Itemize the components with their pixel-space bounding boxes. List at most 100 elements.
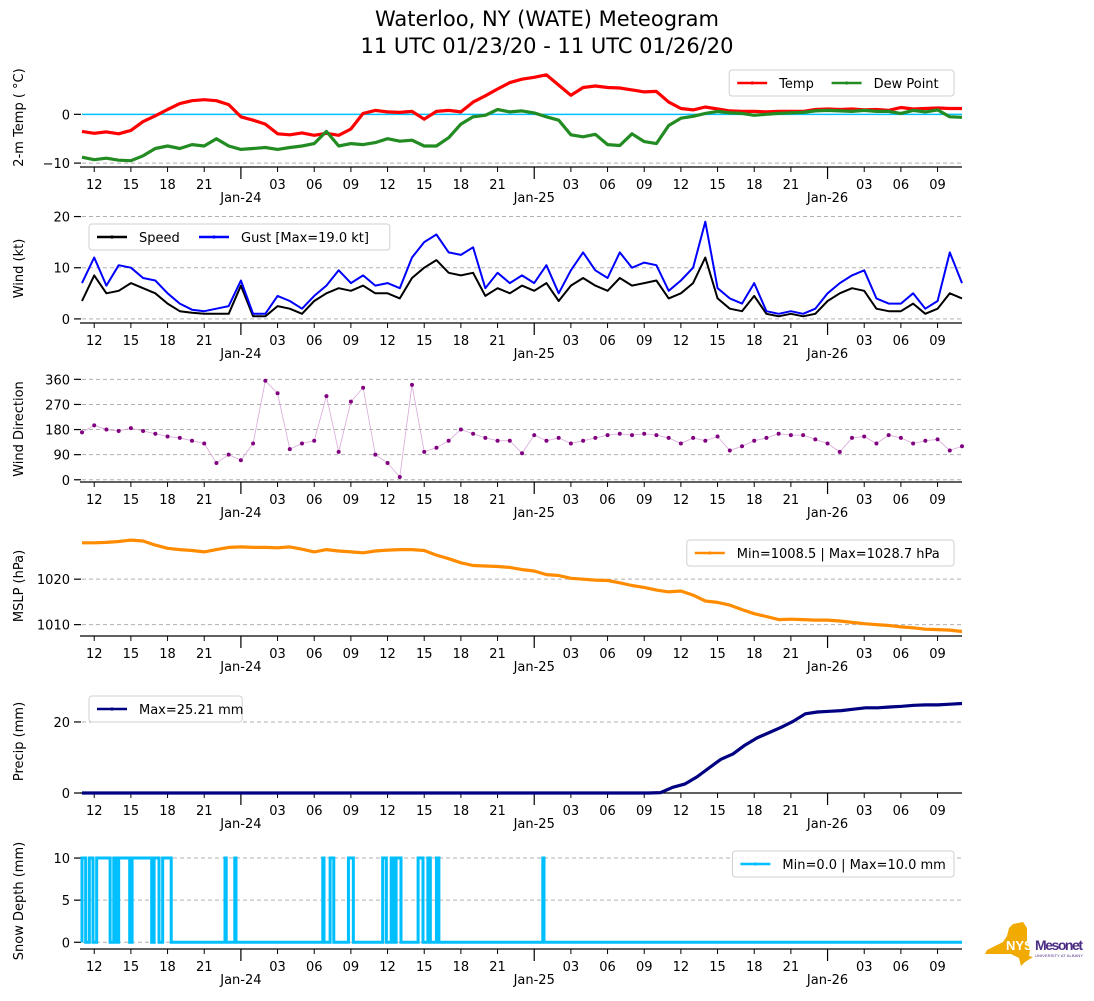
legend-marker [750, 81, 754, 85]
logo-mesonet-text: Mesonet [1035, 937, 1083, 953]
data-point-wind-direction [532, 433, 537, 438]
x-tick-label-hour: 06 [599, 178, 616, 193]
data-point-wind-direction [935, 437, 940, 442]
x-tick-label-hour: 09 [343, 334, 360, 349]
data-point-wind-direction [654, 433, 659, 438]
y-tick-label: 1020 [37, 573, 70, 588]
data-point-wind-direction [116, 428, 121, 433]
data-point-wind-direction [202, 441, 207, 446]
x-tick-label-hour: 18 [159, 178, 176, 193]
data-point-wind-direction [410, 382, 414, 387]
x-tick-label-hour: 03 [269, 647, 286, 662]
legend-marker [753, 862, 758, 866]
x-tick-label-hour: 12 [379, 334, 396, 349]
nys-mesonet-logo: NYS Mesonet UNIVERSITY AT ALBANY [985, 922, 1083, 966]
x-tick-label-hour: 03 [856, 960, 873, 975]
data-point-wind-direction [911, 441, 916, 446]
data-point-wind-direction [727, 448, 732, 453]
data-point-wind-direction [300, 441, 304, 446]
data-point-wind-direction [80, 430, 84, 435]
x-tick-label-hour: 06 [893, 647, 910, 662]
x-tick-label-hour: 03 [269, 178, 286, 193]
data-point-wind-direction [776, 431, 781, 436]
data-point-wind-direction [385, 461, 390, 466]
data-point-wind-direction [740, 444, 744, 449]
x-tick-label-hour: 12 [673, 960, 690, 975]
x-tick-label-hour: 06 [893, 493, 910, 508]
x-tick-label-hour: 09 [636, 493, 653, 508]
x-tick-label-hour: 15 [709, 493, 726, 508]
data-point-wind-direction [214, 461, 219, 466]
legend-snow: Min=0.0 | Max=10.0 mm [731, 850, 955, 878]
x-tick-label-hour: 18 [159, 334, 176, 349]
data-point-wind-direction [520, 451, 524, 456]
x-tick-label-hour: 18 [746, 334, 763, 349]
data-point-wind-direction [837, 449, 842, 454]
x-tick-label-hour: 12 [673, 804, 690, 819]
data-point-wind-direction [850, 435, 854, 440]
data-point-wind-direction [495, 438, 500, 443]
data-point-wind-direction [813, 437, 818, 442]
x-tick-label-hour: 15 [416, 647, 433, 662]
x-tick-label-hour: 21 [783, 647, 800, 662]
panel-temp: −10 0 2-m Temp ( °C) 12 15 18 21 Jan-24 03 06 09 12… [12, 68, 963, 206]
data-point-wind-direction [715, 434, 720, 439]
x-tick-label-hour: 18 [159, 960, 176, 975]
data-point-wind-direction [568, 441, 573, 446]
data-point-wind-direction [703, 438, 708, 443]
x-tick-label-hour: 03 [563, 960, 580, 975]
data-point-wind-direction [238, 458, 243, 463]
legend-marker [110, 235, 114, 239]
x-tick-label-hour: 18 [453, 178, 470, 193]
x-tick-label-hour: 18 [453, 804, 470, 819]
x-tick-label-hour: 06 [306, 960, 323, 975]
x-tick-label-hour: 15 [416, 334, 433, 349]
data-point-wind-direction [226, 452, 231, 457]
legend-wind: Speed Gust [Max=19.0 kt] [88, 223, 391, 251]
data-point-wind-direction [177, 435, 182, 440]
x-tick-label-hour: 12 [379, 647, 396, 662]
data-point-wind-direction [422, 449, 427, 454]
x-tick-label-hour: 06 [599, 493, 616, 508]
x-tick-label-hour: 15 [416, 178, 433, 193]
x-tick-label-hour: 09 [636, 804, 653, 819]
x-tick-label-hour: 12 [379, 178, 396, 193]
data-point-wind-direction [678, 441, 683, 446]
x-tick-label-date: Jan-24 [219, 347, 261, 362]
x-tick-label-hour: 21 [489, 804, 506, 819]
x-tick-label-hour: 15 [123, 804, 140, 819]
y-tick-label: 10 [53, 262, 70, 277]
new-york-state-shape-icon [985, 922, 1033, 966]
y-axis-label: Snow Depth (mm) [12, 842, 27, 960]
y-tick-label: 0 [62, 108, 70, 123]
data-point-wind-direction [764, 435, 769, 440]
x-tick-label-date: Jan-24 [219, 973, 261, 988]
legend-temp: Temp Dew Point [728, 69, 955, 97]
chart-title-line1: Waterloo, NY (WATE) Meteogram [374, 7, 719, 31]
x-tick-label-date: Jan-26 [806, 973, 848, 988]
data-point-wind-direction [544, 438, 549, 443]
data-point-wind-direction [752, 438, 757, 443]
data-point-wind-direction [581, 438, 586, 443]
x-tick-label-date: Jan-26 [806, 817, 848, 832]
x-tick-label-hour: 15 [416, 493, 433, 508]
x-tick-label-date: Jan-24 [219, 506, 261, 521]
x-tick-label-hour: 09 [636, 178, 653, 193]
y-tick-label: 270 [45, 398, 70, 413]
legend-label: Dew Point [874, 77, 939, 92]
series-connector-wind-direction [81, 379, 963, 478]
y-tick-label: 180 [45, 424, 70, 439]
y-tick-label: 5 [62, 894, 70, 909]
data-point-wind-direction [324, 394, 329, 399]
x-tick-label-hour: 21 [196, 647, 213, 662]
x-tick-label-hour: 15 [709, 804, 726, 819]
data-point-wind-direction [642, 431, 647, 436]
x-tick-label-hour: 21 [783, 960, 800, 975]
data-point-wind-direction [128, 426, 133, 431]
x-tick-label-hour: 21 [196, 804, 213, 819]
x-tick-label-date: Jan-25 [513, 973, 555, 988]
data-point-wind-direction [617, 431, 622, 436]
legend-box [686, 539, 955, 567]
data-point-wind-direction [446, 438, 451, 443]
data-point-wind-direction [348, 399, 353, 404]
